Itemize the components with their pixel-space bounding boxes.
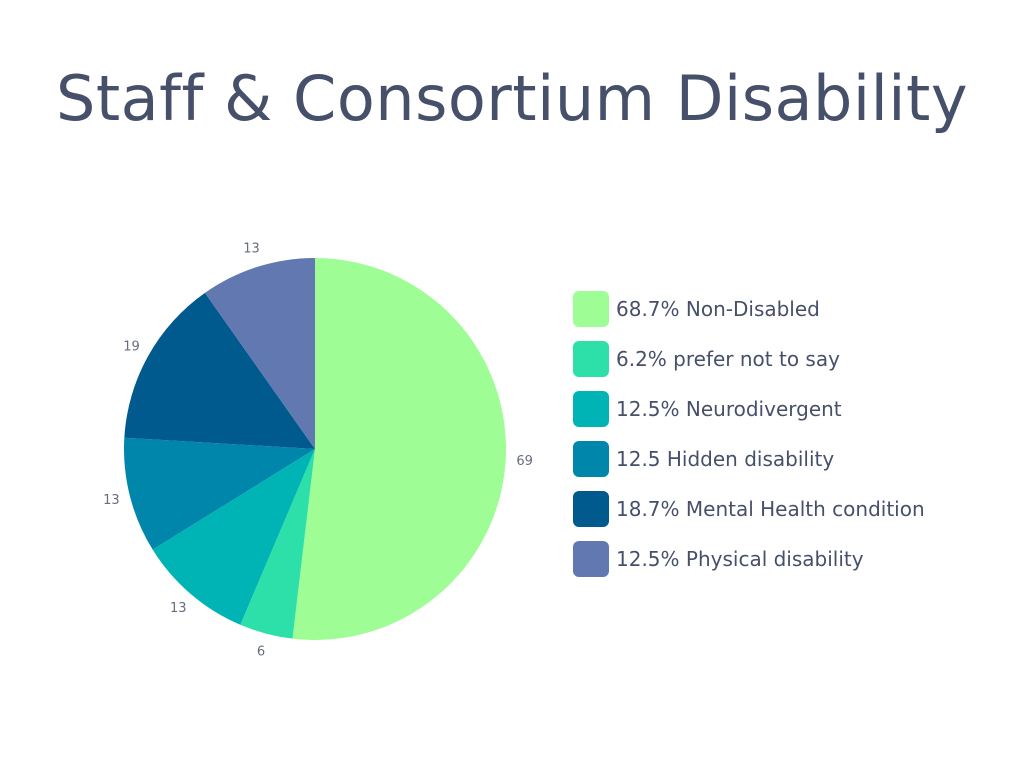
legend-label: 68.7% Non-Disabled [616, 296, 820, 321]
legend-swatch [573, 290, 609, 327]
pie-value-labels: 69 6 13 13 19 13 [103, 241, 533, 659]
pie-slice-mental-health-condition [124, 292, 315, 449]
pie-slice-non-disabled [292, 258, 506, 640]
pie-value-label: 6 [257, 645, 265, 660]
legend-item: 12.5% Neurodivergent [573, 390, 1013, 427]
legend-label: 12.5% Physical disability [616, 546, 864, 571]
chart-title: Staff & Consortium Disability [55, 62, 969, 135]
legend-item: 18.7% Mental Health condition [573, 490, 1013, 527]
pie-value-label: 69 [516, 454, 533, 469]
pie-value-label: 13 [170, 601, 187, 616]
pie-slice-hidden-disability [123, 437, 315, 550]
pie-slice-prefer-not-to-say [240, 449, 315, 639]
pie-value-label: 19 [123, 339, 140, 354]
legend-item: 12.5% Physical disability [573, 540, 1013, 577]
legend-swatch [573, 390, 609, 427]
legend-item: 6.2% prefer not to say [573, 340, 1013, 377]
legend-swatch [573, 340, 609, 377]
legend-label: 12.5 Hidden disability [616, 446, 835, 471]
chart-legend: 68.7% Non-Disabled 6.2% prefer not to say… [573, 290, 1013, 590]
legend-item: 68.7% Non-Disabled [573, 290, 1013, 327]
legend-swatch [573, 490, 609, 527]
pie-value-label: 13 [243, 241, 260, 256]
pie-slices [123, 258, 506, 640]
legend-label: 6.2% prefer not to say [616, 346, 840, 371]
pie-slice-physical-disability [204, 258, 315, 449]
legend-swatch [573, 440, 609, 477]
legend-label: 12.5% Neurodivergent [616, 396, 842, 421]
pie-value-label: 13 [103, 493, 120, 508]
legend-label: 18.7% Mental Health condition [616, 496, 925, 521]
legend-item: 12.5 Hidden disability [573, 440, 1013, 477]
legend-swatch [573, 540, 609, 577]
pie-slice-neurodivergent [152, 449, 315, 625]
